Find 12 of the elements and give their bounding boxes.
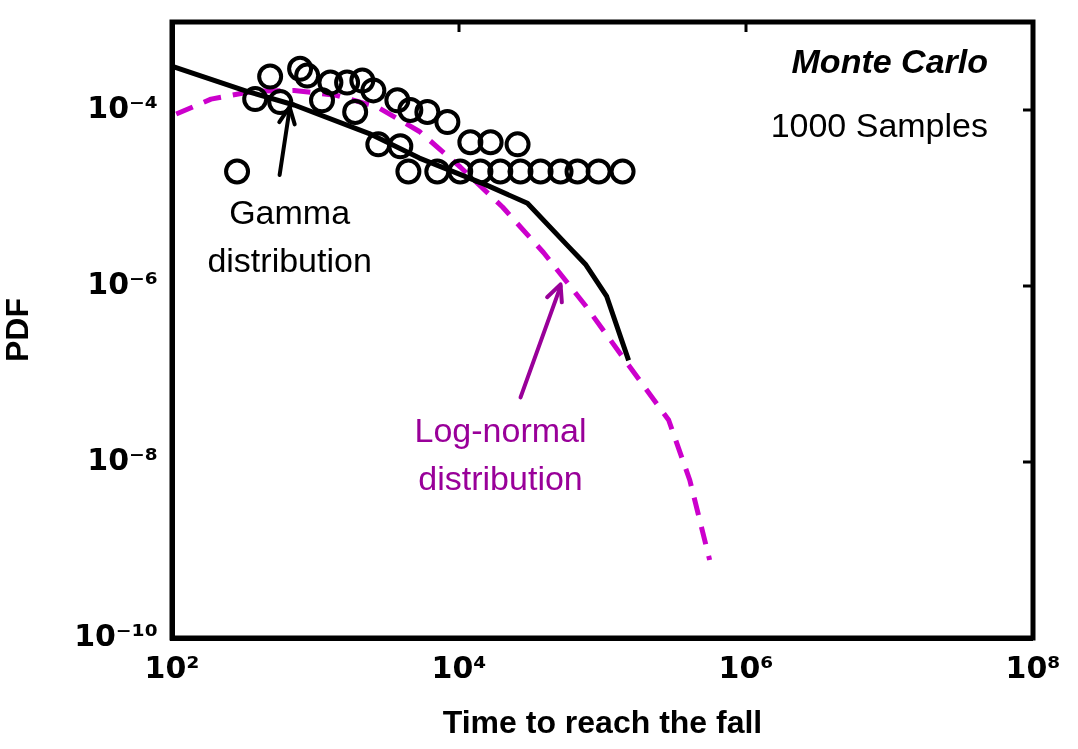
y-tick-label: 10⁻⁶: [87, 265, 158, 301]
y-tick-label: 10⁻⁴: [87, 89, 158, 125]
annotation: Log-normal distribution: [414, 410, 587, 497]
x-tick-label: 10⁴: [431, 649, 487, 685]
x-tick-label: 10⁸: [1005, 649, 1061, 685]
text: Monte Carlo: [791, 42, 988, 81]
x-axis-title: Time to reach the fall: [442, 703, 763, 740]
annotation: Gamma distribution: [207, 193, 372, 280]
x-tick-label: 10⁶: [718, 649, 774, 685]
text: 1000 Samples: [770, 106, 988, 145]
y-tick-label: 10⁻⁸: [87, 441, 158, 477]
y-axis-title: PDF: [0, 298, 36, 362]
